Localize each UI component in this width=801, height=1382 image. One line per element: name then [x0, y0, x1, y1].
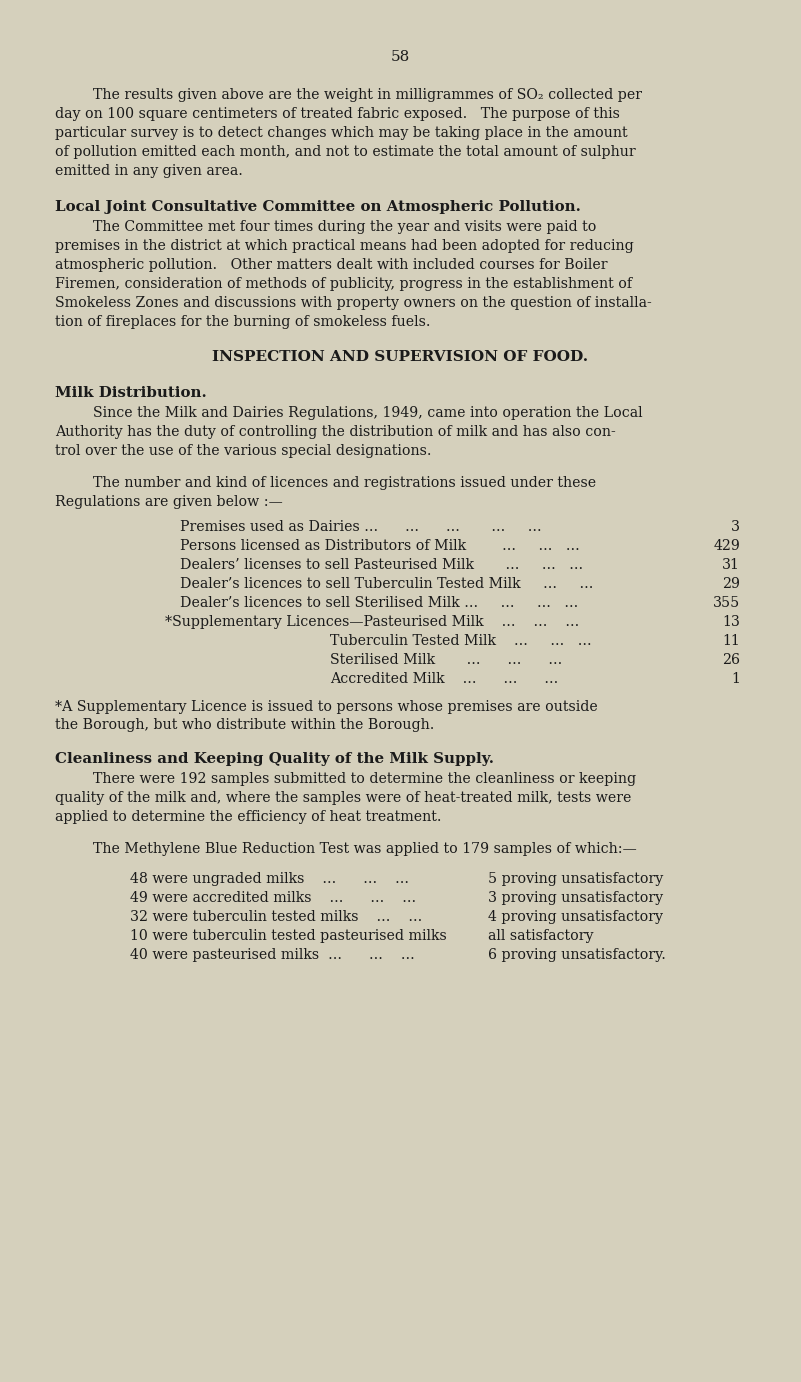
Text: There were 192 samples submitted to determine the cleanliness or keeping: There were 192 samples submitted to dete… [75, 773, 636, 786]
Text: 29: 29 [722, 578, 740, 591]
Text: 6 proving unsatisfactory.: 6 proving unsatisfactory. [488, 948, 666, 962]
Text: 4 proving unsatisfactory: 4 proving unsatisfactory [488, 909, 663, 925]
Text: Persons licensed as Distributors of Milk        ...     ...   ...: Persons licensed as Distributors of Milk… [180, 539, 580, 553]
Text: Authority has the duty of controlling the distribution of milk and has also con-: Authority has the duty of controlling th… [55, 426, 616, 439]
Text: Dealer’s licences to sell Tuberculin Tested Milk     ...     ...: Dealer’s licences to sell Tuberculin Tes… [180, 578, 594, 591]
Text: The Methylene Blue Reduction Test was applied to 179 samples of which:—: The Methylene Blue Reduction Test was ap… [75, 842, 637, 855]
Text: day on 100 square centimeters of treated fabric exposed.   The purpose of this: day on 100 square centimeters of treated… [55, 106, 620, 122]
Text: applied to determine the efficiency of heat treatment.: applied to determine the efficiency of h… [55, 810, 441, 824]
Text: emitted in any given area.: emitted in any given area. [55, 164, 243, 178]
Text: Premises used as Dairies ...      ...      ...       ...     ...: Premises used as Dairies ... ... ... ...… [180, 520, 541, 533]
Text: 11: 11 [723, 634, 740, 648]
Text: 13: 13 [723, 615, 740, 629]
Text: Smokeless Zones and discussions with property owners on the question of installa: Smokeless Zones and discussions with pro… [55, 296, 652, 310]
Text: *Supplementary Licences—Pasteurised Milk    ...    ...    ...: *Supplementary Licences—Pasteurised Milk… [165, 615, 579, 629]
Text: 1: 1 [731, 672, 740, 685]
Text: Firemen, consideration of methods of publicity, progress in the establishment of: Firemen, consideration of methods of pub… [55, 276, 632, 292]
Text: Local Joint Consultative Committee on Atmospheric Pollution.: Local Joint Consultative Committee on At… [55, 200, 581, 214]
Text: 48 were ungraded milks    ...      ...    ...: 48 were ungraded milks ... ... ... [130, 872, 409, 886]
Text: 429: 429 [713, 539, 740, 553]
Text: Tuberculin Tested Milk    ...     ...   ...: Tuberculin Tested Milk ... ... ... [330, 634, 592, 648]
Text: premises in the district at which practical means had been adopted for reducing: premises in the district at which practi… [55, 239, 634, 253]
Text: tion of fireplaces for the burning of smokeless fuels.: tion of fireplaces for the burning of sm… [55, 315, 430, 329]
Text: *A Supplementary Licence is issued to persons whose premises are outside: *A Supplementary Licence is issued to pe… [55, 701, 598, 714]
Text: Since the Milk and Dairies Regulations, 1949, came into operation the Local: Since the Milk and Dairies Regulations, … [75, 406, 642, 420]
Text: Milk Distribution.: Milk Distribution. [55, 386, 207, 399]
Text: Cleanliness and Keeping Quality of the Milk Supply.: Cleanliness and Keeping Quality of the M… [55, 752, 494, 766]
Text: Regulations are given below :—: Regulations are given below :— [55, 495, 283, 509]
Text: trol over the use of the various special designations.: trol over the use of the various special… [55, 444, 432, 457]
Text: 49 were accredited milks    ...      ...    ...: 49 were accredited milks ... ... ... [130, 891, 417, 905]
Text: Accredited Milk    ...      ...      ...: Accredited Milk ... ... ... [330, 672, 558, 685]
Text: 26: 26 [722, 654, 740, 668]
Text: 10 were tuberculin tested pasteurised milks: 10 were tuberculin tested pasteurised mi… [130, 929, 447, 943]
Text: 3 proving unsatisfactory: 3 proving unsatisfactory [488, 891, 663, 905]
Text: 355: 355 [713, 596, 740, 609]
Text: 40 were pasteurised milks  ...      ...    ...: 40 were pasteurised milks ... ... ... [130, 948, 415, 962]
Text: quality of the milk and, where the samples were of heat-treated milk, tests were: quality of the milk and, where the sampl… [55, 791, 631, 804]
Text: 32 were tuberculin tested milks    ...    ...: 32 were tuberculin tested milks ... ... [130, 909, 422, 925]
Text: 31: 31 [723, 558, 740, 572]
Text: the Borough, but who distribute within the Borough.: the Borough, but who distribute within t… [55, 719, 434, 732]
Text: 5 proving unsatisfactory: 5 proving unsatisfactory [488, 872, 663, 886]
Text: Dealer’s licences to sell Sterilised Milk ...     ...     ...   ...: Dealer’s licences to sell Sterilised Mil… [180, 596, 578, 609]
Text: The results given above are the weight in milligrammes of SO₂ collected per: The results given above are the weight i… [75, 88, 642, 102]
Text: Dealers’ licenses to sell Pasteurised Milk       ...     ...   ...: Dealers’ licenses to sell Pasteurised Mi… [180, 558, 583, 572]
Text: all satisfactory: all satisfactory [488, 929, 594, 943]
Text: INSPECTION AND SUPERVISION OF FOOD.: INSPECTION AND SUPERVISION OF FOOD. [212, 350, 588, 363]
Text: of pollution emitted each month, and not to estimate the total amount of sulphur: of pollution emitted each month, and not… [55, 145, 636, 159]
Text: The number and kind of licences and registrations issued under these: The number and kind of licences and regi… [75, 475, 596, 491]
Text: The Committee met four times during the year and visits were paid to: The Committee met four times during the … [75, 220, 597, 234]
Text: atmospheric pollution.   Other matters dealt with included courses for Boiler: atmospheric pollution. Other matters dea… [55, 258, 607, 272]
Text: 58: 58 [390, 50, 409, 64]
Text: particular survey is to detect changes which may be taking place in the amount: particular survey is to detect changes w… [55, 126, 628, 140]
Text: Sterilised Milk       ...      ...      ...: Sterilised Milk ... ... ... [330, 654, 562, 668]
Text: 3: 3 [731, 520, 740, 533]
